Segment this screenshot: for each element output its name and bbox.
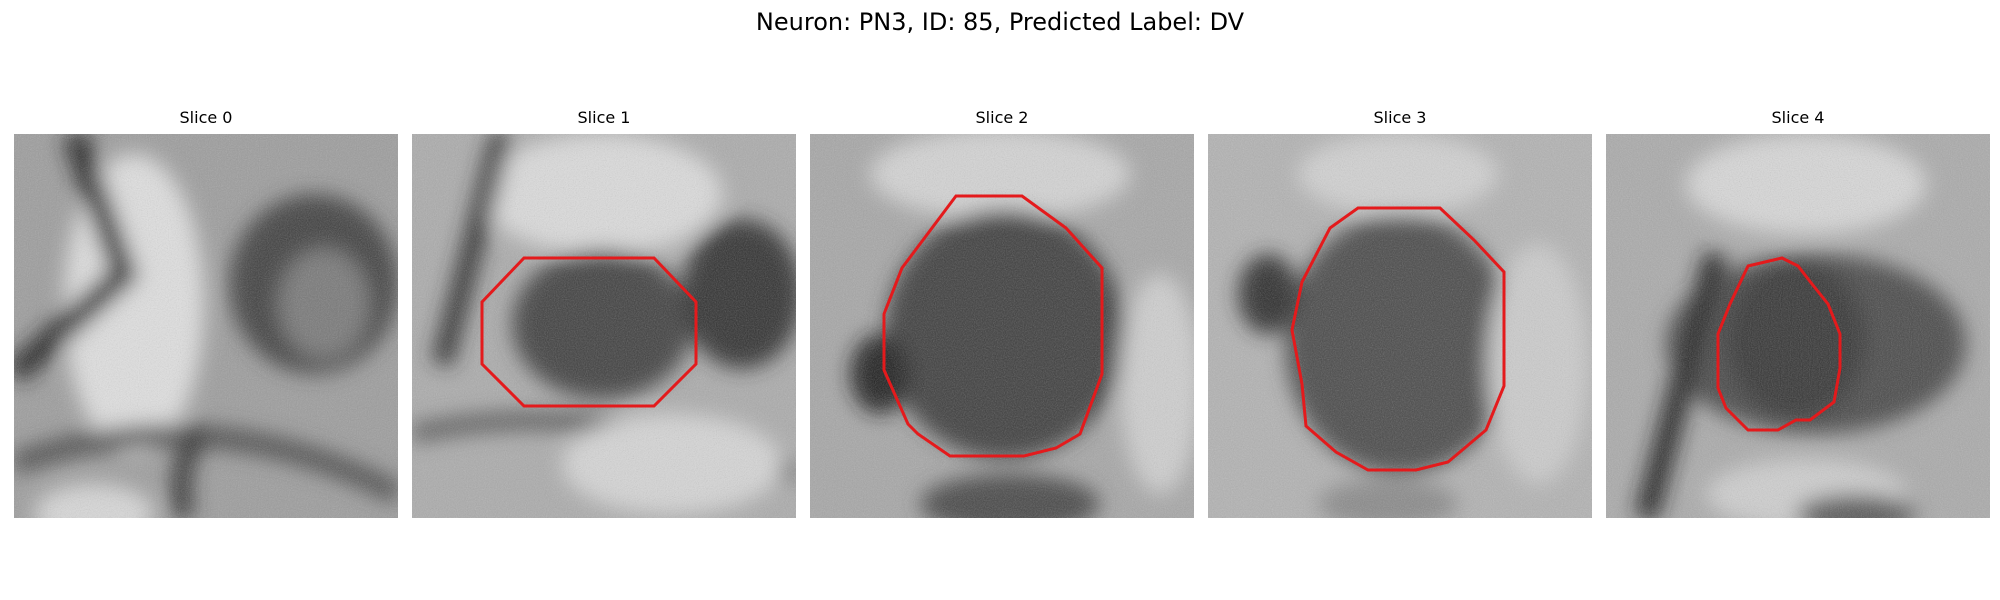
slice-panel-2: Slice 2 [810, 108, 1194, 522]
slice-image-4 [1606, 134, 1990, 518]
slice-title-2: Slice 2 [975, 108, 1029, 127]
slice-panel-4: Slice 4 [1606, 108, 1990, 522]
slice-image-0 [14, 134, 398, 518]
slice-title-3: Slice 3 [1373, 108, 1427, 127]
slice-title-0: Slice 0 [179, 108, 233, 127]
slice-panel-3: Slice 3 [1208, 108, 1592, 522]
slice-image-3 [1208, 134, 1592, 518]
roi-contour-2 [882, 194, 1104, 458]
slice-title-1: Slice 1 [577, 108, 631, 127]
roi-contour-3 [1290, 206, 1506, 472]
roi-contour-1 [480, 256, 698, 408]
slice-panel-1: Slice 1 [412, 108, 796, 522]
slice-title-4: Slice 4 [1771, 108, 1825, 127]
roi-contour-4 [1716, 256, 1842, 432]
slice-image-2 [810, 134, 1194, 518]
slice-panel-0: Slice 0 [14, 108, 398, 522]
figure-title: Neuron: PN3, ID: 85, Predicted Label: DV [755, 8, 1245, 36]
slice-image-1 [412, 134, 796, 518]
